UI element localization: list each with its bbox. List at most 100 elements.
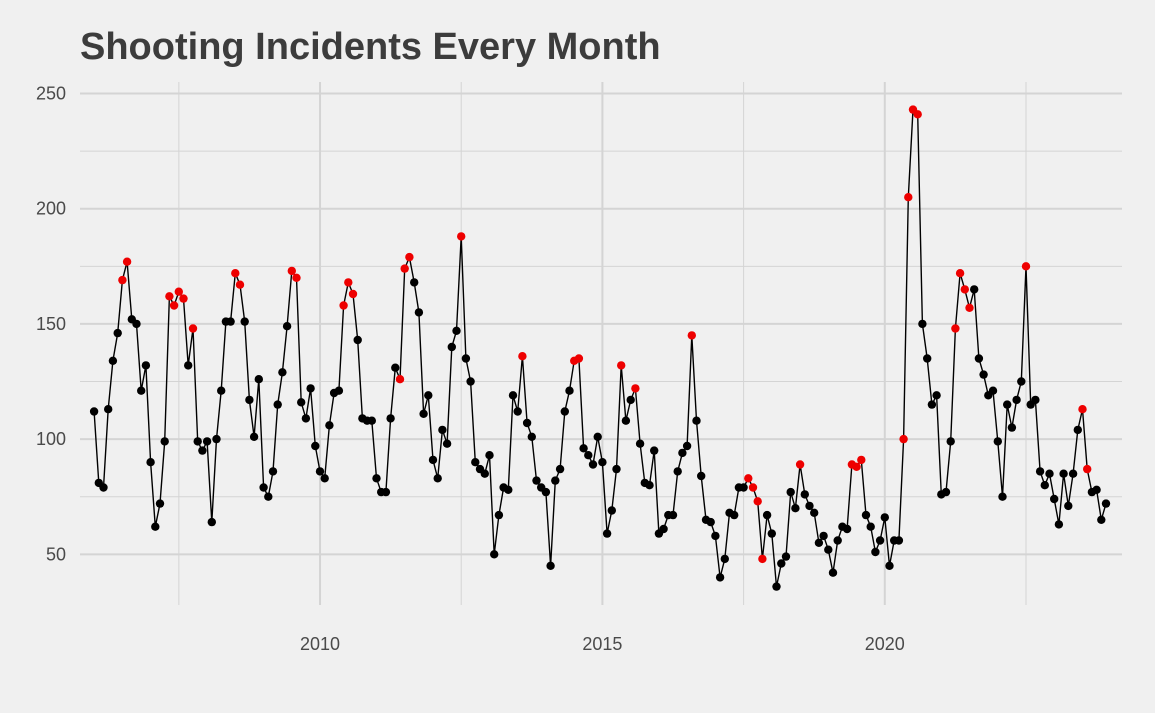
data-point (1007, 423, 1017, 432)
data-point (706, 517, 715, 527)
data-point (871, 547, 880, 557)
y-tick-label: 250 (36, 84, 66, 104)
data-point (1073, 425, 1083, 435)
highlight-point (852, 462, 861, 471)
data-point (923, 354, 932, 363)
highlight-point (188, 324, 198, 333)
data-point (254, 375, 263, 384)
data-point (932, 391, 941, 400)
highlight-point (795, 460, 805, 469)
data-point (1050, 494, 1059, 504)
data-point (466, 377, 475, 386)
highlight-point (744, 474, 753, 483)
data-point (381, 487, 391, 497)
highlight-point (753, 497, 762, 506)
data-point (485, 451, 494, 460)
data-point (1045, 469, 1054, 478)
data-point (447, 342, 456, 352)
highlight-point (287, 266, 296, 276)
data-point (546, 561, 555, 570)
y-tick-label: 200 (36, 199, 66, 219)
highlight-point (518, 352, 527, 361)
x-tick-label: 2010 (300, 634, 340, 654)
data-point (452, 326, 461, 335)
data-point (433, 474, 442, 483)
data-point (607, 506, 616, 515)
data-point (635, 439, 645, 448)
highlight-point (231, 269, 240, 278)
data-point (612, 464, 621, 474)
data-point (668, 510, 678, 520)
data-point (367, 416, 376, 425)
data-point (800, 490, 809, 499)
tick-labels: 2010 2015 2020 50 100 150 200 250 (36, 84, 905, 654)
data-point (1040, 481, 1050, 490)
data-point (141, 361, 151, 370)
data-point (988, 386, 998, 395)
data-point (786, 487, 795, 497)
data-point (678, 448, 687, 458)
data-point (508, 391, 518, 400)
data-point (692, 416, 701, 425)
data-point (880, 513, 889, 522)
data-point (132, 319, 141, 329)
data-point (791, 504, 800, 513)
data-point (504, 485, 513, 494)
data-point (471, 458, 480, 467)
data-point (353, 335, 362, 345)
highlight-point (348, 289, 358, 299)
data-point (249, 432, 259, 441)
data-point (297, 398, 306, 407)
data-point (682, 441, 692, 451)
data-point (264, 492, 273, 501)
data-point (814, 538, 824, 547)
data-point (226, 317, 235, 326)
data-point (730, 510, 739, 520)
data-point (1059, 469, 1068, 478)
data-point (419, 409, 428, 418)
data-point (372, 474, 381, 483)
highlight-point (339, 301, 348, 310)
data-point (946, 437, 955, 446)
data-point (875, 536, 885, 545)
highlight-point (457, 232, 466, 241)
data-point (974, 354, 984, 363)
data-point (645, 481, 654, 490)
data-point (315, 467, 325, 476)
chart-title: Shooting Incidents Every Month (80, 26, 661, 68)
y-tick-label: 150 (36, 314, 66, 334)
data-point (565, 386, 574, 395)
data-point (146, 458, 155, 467)
data-point (1003, 400, 1012, 409)
data-point (1092, 485, 1101, 494)
data-point (584, 451, 593, 460)
data-point (767, 529, 776, 538)
data-point (151, 522, 160, 531)
highlight-point (235, 280, 245, 289)
data-point (772, 582, 781, 591)
highlight-point (899, 434, 908, 444)
data-point (659, 524, 668, 534)
data-point (828, 568, 838, 577)
data-point (810, 508, 819, 517)
highlight-point (292, 273, 301, 282)
highlight-point (179, 294, 188, 303)
data-point (598, 458, 607, 467)
highlight-point (165, 292, 174, 301)
data-point (160, 437, 169, 446)
data-point (819, 531, 828, 541)
highlight-point (857, 455, 866, 465)
data-point (240, 317, 249, 326)
data-point (325, 421, 334, 430)
data-point (579, 444, 588, 453)
highlight-point (687, 331, 696, 340)
data-point (861, 510, 871, 520)
data-point (993, 437, 1002, 446)
y-tick-label: 100 (36, 429, 66, 449)
data-point (198, 446, 207, 455)
highlight-point (951, 324, 960, 333)
data-point (334, 386, 344, 395)
data-point (320, 474, 329, 483)
data-point (1031, 395, 1040, 405)
